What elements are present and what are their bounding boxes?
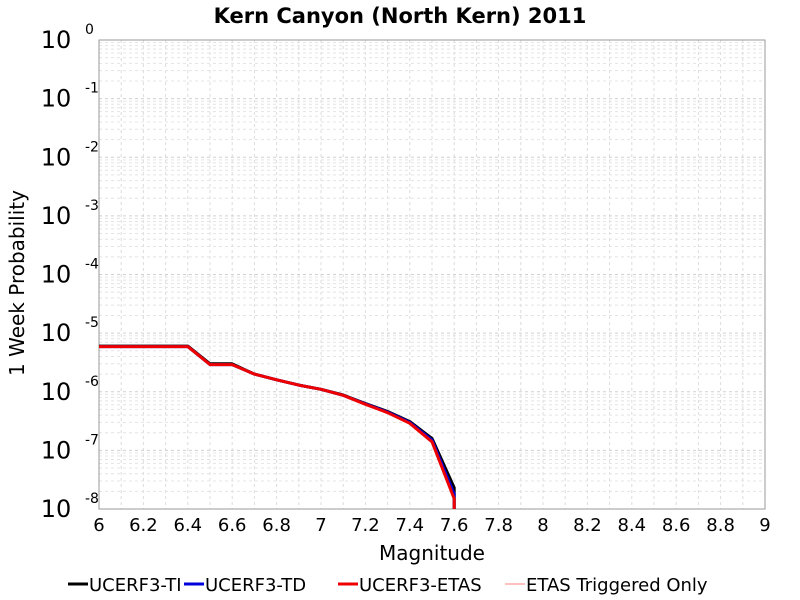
y-tick-exponent: -5 <box>85 315 99 331</box>
plot-area <box>98 39 766 510</box>
y-tick-label: 10 <box>41 202 72 230</box>
y-axis-label: 1 Week Probability <box>5 190 29 376</box>
x-tick-label: 7.6 <box>440 515 469 536</box>
x-tick-label: 6.4 <box>173 515 202 536</box>
x-tick-label: 6.8 <box>262 515 291 536</box>
series-layer <box>99 344 456 509</box>
y-tick-exponent: -1 <box>85 81 99 97</box>
y-tick-exponent: -6 <box>85 374 99 390</box>
x-tick-label: 8.6 <box>662 515 691 536</box>
legend-label-etas-triggered-only: ETAS Triggered Only <box>526 575 708 596</box>
y-tick-label: 10 <box>41 495 72 523</box>
y-tick-label: 10 <box>41 319 72 347</box>
y-axis-ticks: 10 0 10 -1 10 -2 10 -3 10 -4 10 -5 10 -6 10 -7 10 -8 <box>41 22 99 523</box>
x-tick-label: 7.4 <box>395 515 424 536</box>
x-tick-label: 9 <box>759 515 770 536</box>
y-tick-label: 10 <box>41 143 72 171</box>
x-tick-label: 6 <box>93 515 104 536</box>
x-axis-ticks: 6 6.2 6.4 6.6 6.8 7 7.2 7.4 7.6 7.8 8 8.2 8.4 8.6 8.8 9 <box>93 515 770 536</box>
x-tick-label: 8.8 <box>706 515 735 536</box>
grid <box>98 40 766 510</box>
series-line-ucerf3-etas <box>99 345 456 509</box>
x-tick-label: 8.2 <box>573 515 602 536</box>
x-tick-label: 7 <box>315 515 326 536</box>
y-tick-label: 10 <box>41 436 72 464</box>
x-tick-label: 8.4 <box>617 515 646 536</box>
y-tick-exponent: -7 <box>85 432 99 448</box>
y-tick-label: 10 <box>41 378 72 406</box>
x-tick-label: 8 <box>537 515 548 536</box>
x-axis-label: Magnitude <box>379 541 485 565</box>
y-tick-exponent: -4 <box>85 257 99 273</box>
chart-title: Kern Canyon (North Kern) 2011 <box>214 4 587 28</box>
x-tick-label: 6.6 <box>218 515 247 536</box>
legend-label-ucerf3-etas: UCERF3-ETAS <box>359 575 482 596</box>
legend-label-ucerf3-td: UCERF3-TD <box>205 575 306 596</box>
y-tick-exponent: -8 <box>85 491 99 507</box>
y-tick-label: 10 <box>41 261 72 289</box>
legend: UCERF3-TI UCERF3-TD UCERF3-ETAS ETAS Trigge… <box>68 575 708 596</box>
legend-label-ucerf3-ti: UCERF3-TI <box>89 575 182 596</box>
y-tick-label: 10 <box>41 85 72 113</box>
x-tick-label: 7.2 <box>351 515 380 536</box>
y-tick-exponent: -2 <box>85 139 99 155</box>
y-tick-label: 10 <box>41 26 72 54</box>
y-tick-exponent: -3 <box>85 198 99 214</box>
x-tick-label: 6.2 <box>129 515 158 536</box>
y-tick-exponent: 0 <box>85 22 94 38</box>
x-tick-label: 7.8 <box>484 515 513 536</box>
